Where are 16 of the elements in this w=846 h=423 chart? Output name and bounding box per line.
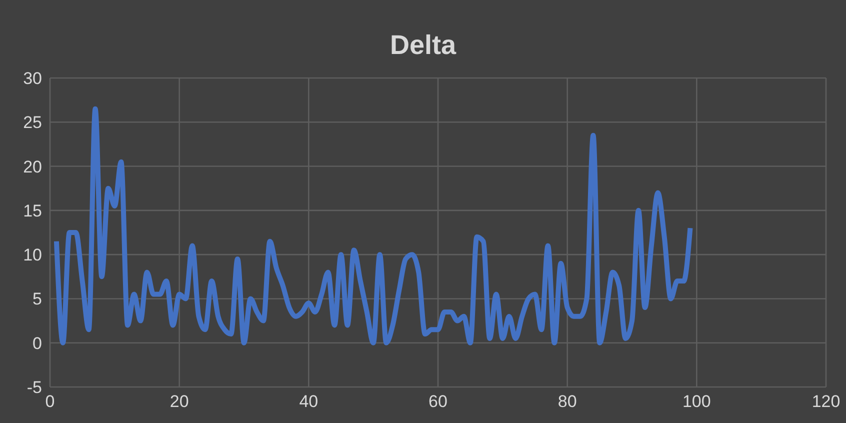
- y-tick-label: -5: [26, 378, 42, 398]
- y-tick-label: 20: [23, 157, 42, 176]
- y-tick-label: 5: [32, 290, 42, 309]
- x-tick-label: 100: [682, 392, 711, 412]
- chart-title: Delta: [388, 30, 458, 61]
- y-tick-label: 15: [23, 201, 42, 220]
- y-tick-label: 0: [32, 334, 42, 353]
- y-tick-label: 25: [23, 113, 42, 132]
- y-tick-label: 30: [23, 69, 42, 88]
- x-tick-label: 0: [45, 392, 55, 412]
- x-tick-label: 120: [812, 392, 840, 412]
- y-tick-label: 10: [23, 246, 42, 265]
- x-tick-label: 60: [428, 392, 448, 412]
- x-tick-label: 20: [170, 392, 189, 412]
- x-tick-label: 80: [558, 392, 577, 412]
- x-tick-label: 40: [299, 392, 318, 412]
